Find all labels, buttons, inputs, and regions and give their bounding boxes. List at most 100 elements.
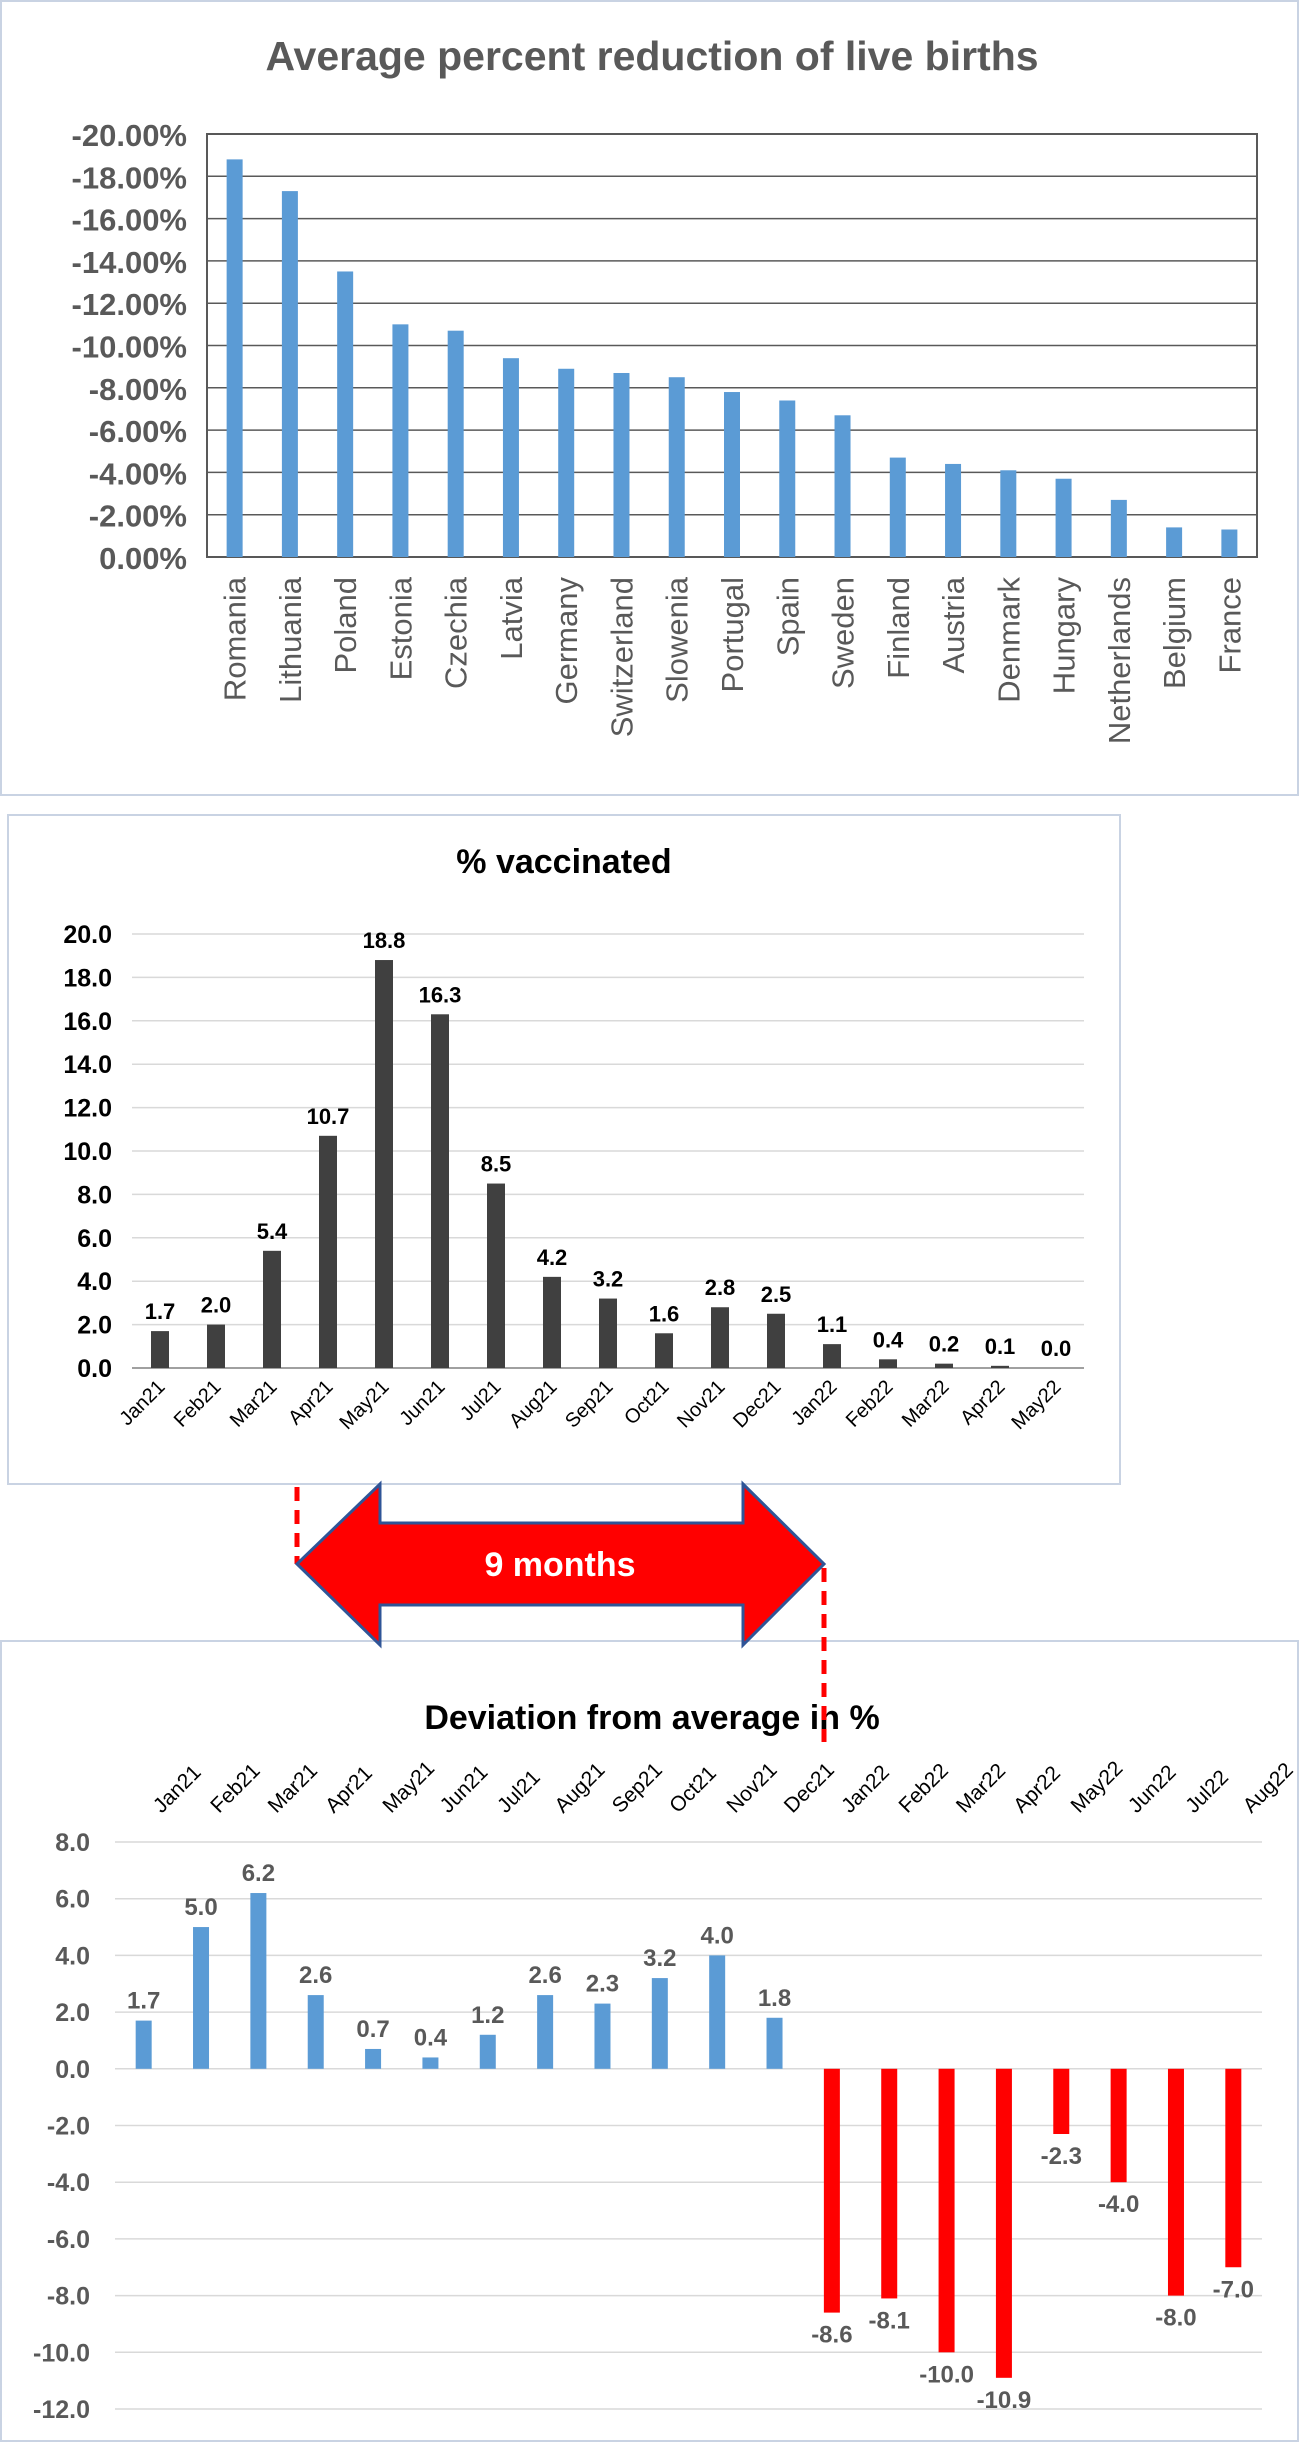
x-tick-label: Jul21 (493, 1766, 545, 1818)
y-tick-label: 16.0 (63, 1008, 112, 1036)
bar (487, 1183, 505, 1368)
x-tick-label: Jan21 (149, 1761, 206, 1818)
data-label: 8.5 (481, 1152, 512, 1177)
x-tick-label: Feb21 (170, 1376, 226, 1432)
x-tick-label: Lithuania (273, 576, 308, 703)
bar (319, 1135, 337, 1368)
data-label: -10.0 (919, 2361, 974, 2388)
bar (543, 1276, 561, 1368)
chart-births: Average percent reduction of live births… (72, 33, 1258, 744)
x-tick-label: Poland (328, 577, 363, 674)
x-tick-label: Jul22 (1181, 1766, 1233, 1818)
x-tick-label: Dec21 (780, 1758, 839, 1817)
x-tick-label: Apr21 (284, 1376, 337, 1429)
bar (779, 400, 796, 557)
bar (766, 2017, 783, 2069)
y-tick-label: 12.0 (63, 1095, 112, 1123)
x-tick-label: Sweden (826, 577, 861, 689)
bar (135, 2020, 152, 2069)
bar (945, 463, 962, 557)
bar (879, 1359, 897, 1368)
x-tick-label: Spain (770, 577, 805, 656)
data-label: -8.6 (811, 2322, 852, 2349)
bar (558, 368, 575, 557)
data-label: 1.8 (758, 1985, 791, 2012)
x-tick-label: May21 (336, 1376, 394, 1434)
x-tick-label: Jan22 (787, 1376, 841, 1430)
data-label: 2.6 (528, 1962, 561, 1989)
y-tick-label: 4.0 (77, 1268, 112, 1296)
bar (392, 324, 409, 557)
bar (1225, 2068, 1242, 2268)
x-tick-label: Czechia (439, 576, 474, 689)
bar (226, 159, 243, 557)
y-tick-label: -8.0 (47, 2283, 90, 2311)
bar (1167, 2068, 1184, 2296)
bar (1000, 470, 1017, 557)
bar (823, 2068, 840, 2313)
x-tick-label: Jun21 (436, 1761, 493, 1818)
y-tick-label: -6.00% (89, 414, 187, 449)
y-tick-label: -12.00% (72, 287, 187, 322)
y-tick-label: 4.0 (55, 1942, 90, 1970)
bar (1110, 2068, 1127, 2183)
x-tick-label: Nov21 (722, 1758, 781, 1817)
data-label: 2.6 (299, 1962, 332, 1989)
x-tick-label: Feb22 (894, 1759, 952, 1817)
bar (422, 2057, 439, 2069)
x-tick-label: Jan21 (115, 1376, 169, 1430)
data-label: -8.0 (1155, 2305, 1196, 2332)
x-tick-label: May21 (378, 1757, 439, 1818)
y-tick-label: -6.0 (47, 2226, 90, 2254)
data-label: 2.5 (761, 1282, 792, 1307)
x-tick-label: Sep21 (608, 1758, 667, 1817)
data-label: 1.2 (471, 2002, 504, 2029)
bar (431, 1014, 449, 1368)
bar (250, 1893, 267, 2069)
data-label: -2.3 (1041, 2143, 1082, 2170)
x-tick-label: May22 (1008, 1376, 1066, 1434)
data-label: 3.2 (643, 1945, 676, 1972)
data-label: 0.4 (873, 1327, 904, 1352)
y-tick-label: 20.0 (63, 921, 112, 949)
data-label: 3.2 (593, 1267, 624, 1292)
data-label: 5.0 (184, 1894, 217, 1921)
x-tick-label: Finland (881, 577, 916, 679)
x-tick-label: Mar21 (226, 1376, 282, 1432)
bar (375, 960, 393, 1368)
y-tick-label: 2.0 (77, 1312, 112, 1340)
data-label: 0.1 (985, 1334, 1016, 1359)
data-label: 2.8 (705, 1275, 736, 1300)
data-label: 1.7 (127, 1988, 160, 2015)
data-label: 4.2 (537, 1245, 568, 1270)
x-tick-label: Jun21 (395, 1376, 449, 1430)
y-tick-label: 0.0 (77, 1355, 112, 1383)
x-tick-label: Dec21 (729, 1376, 785, 1432)
bar (307, 1995, 324, 2069)
x-tick-label: Apr22 (1009, 1762, 1065, 1818)
x-tick-label: Sep21 (561, 1376, 617, 1432)
double-arrow (294, 1480, 827, 1649)
x-tick-label: Apr21 (321, 1762, 377, 1818)
data-label: 16.3 (419, 982, 462, 1007)
x-tick-label: Feb21 (206, 1759, 264, 1817)
data-label: 0.2 (929, 1332, 960, 1357)
data-label: 1.1 (817, 1312, 848, 1337)
x-tick-label: Romania (218, 576, 253, 701)
bar (613, 372, 630, 557)
bar (935, 1363, 953, 1368)
bar (263, 1250, 281, 1368)
panel-vaccinated: % vaccinated 20.0 18.0 16.0 14.0 12.0 10.0 8.0… (7, 814, 1121, 1485)
bar (823, 1344, 841, 1368)
bar (1053, 2068, 1070, 2135)
y-tick-label: -2.00% (89, 499, 187, 534)
bar (599, 1298, 617, 1368)
x-tick-label: Feb22 (842, 1376, 898, 1432)
y-tick-label: 8.0 (77, 1181, 112, 1209)
x-tick-label: Latvia (494, 576, 529, 659)
x-tick-label: Netherlands (1102, 577, 1137, 744)
y-tick-label: -8.00% (89, 372, 187, 407)
data-label: 1.6 (649, 1301, 680, 1326)
chart-deviation: Deviation from average in % 8.0 6.0 4.0 2.0… (33, 1699, 1298, 2424)
bar (207, 1324, 225, 1368)
